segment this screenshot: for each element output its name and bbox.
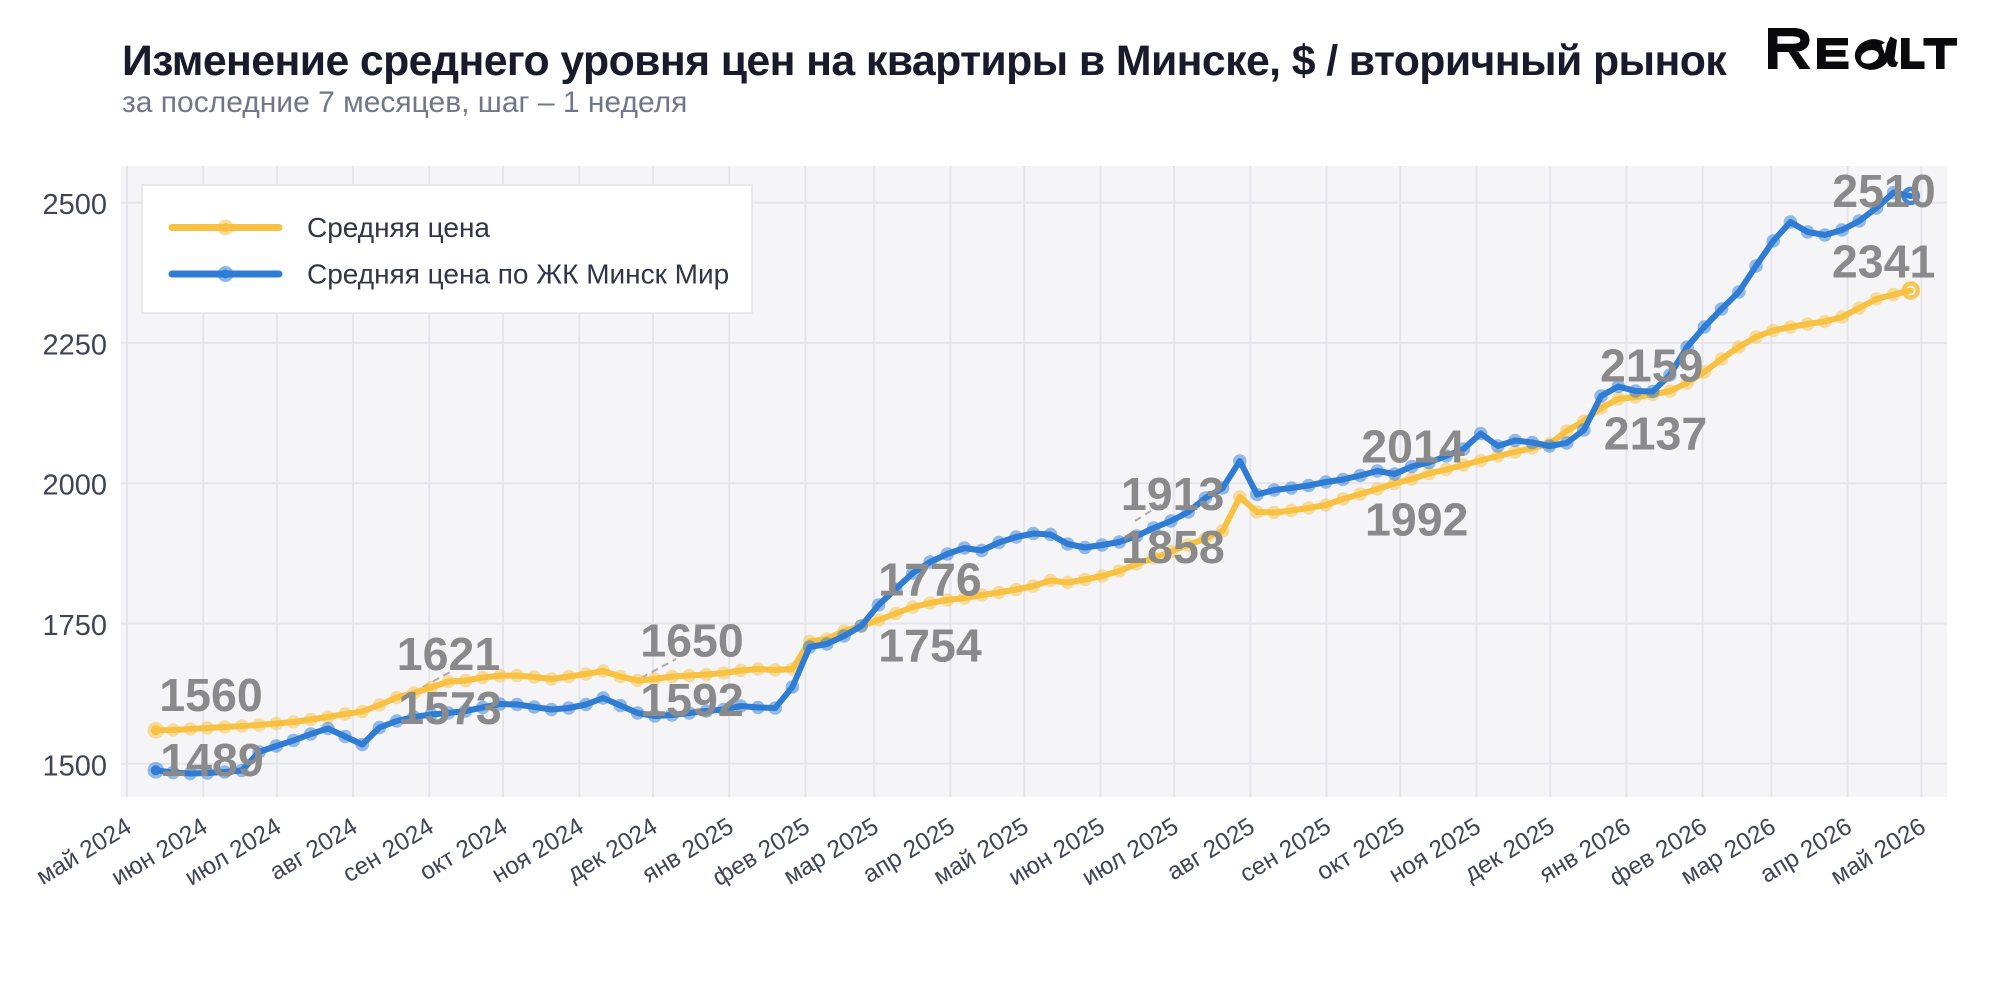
svg-text:2000: 2000 (42, 470, 107, 502)
svg-text:1650: 1650 (640, 615, 743, 667)
svg-text:Изменение среднего уровня цен: Изменение среднего уровня цен на квартир… (122, 37, 1727, 85)
svg-text:2159: 2159 (1600, 339, 1703, 391)
svg-text:1592: 1592 (640, 674, 743, 726)
svg-text:2341: 2341 (1832, 236, 1935, 288)
svg-text:Средняя цена: Средняя цена (307, 212, 490, 243)
svg-text:2137: 2137 (1604, 408, 1707, 460)
svg-text:1776: 1776 (878, 554, 981, 606)
svg-text:2014: 2014 (1361, 421, 1465, 473)
svg-text:1489: 1489 (160, 734, 263, 786)
svg-text:1750: 1750 (42, 610, 107, 642)
svg-text:1560: 1560 (159, 669, 262, 721)
svg-text:2250: 2250 (42, 329, 107, 361)
svg-text:1500: 1500 (42, 750, 107, 782)
svg-text:2510: 2510 (1832, 165, 1935, 217)
svg-text:1992: 1992 (1365, 494, 1468, 546)
svg-text:1754: 1754 (878, 620, 982, 672)
svg-text:2500: 2500 (42, 189, 107, 221)
svg-text:Средняя цена по ЖК Минск Мир: Средняя цена по ЖК Минск Мир (307, 259, 729, 290)
svg-text:1621: 1621 (397, 628, 500, 680)
svg-text:1858: 1858 (1121, 521, 1224, 573)
svg-text:1573: 1573 (398, 682, 501, 734)
svg-text:1913: 1913 (1121, 468, 1224, 520)
svg-text:за последние 7 месяцев, шаг –: за последние 7 месяцев, шаг – 1 неделя (122, 86, 687, 119)
